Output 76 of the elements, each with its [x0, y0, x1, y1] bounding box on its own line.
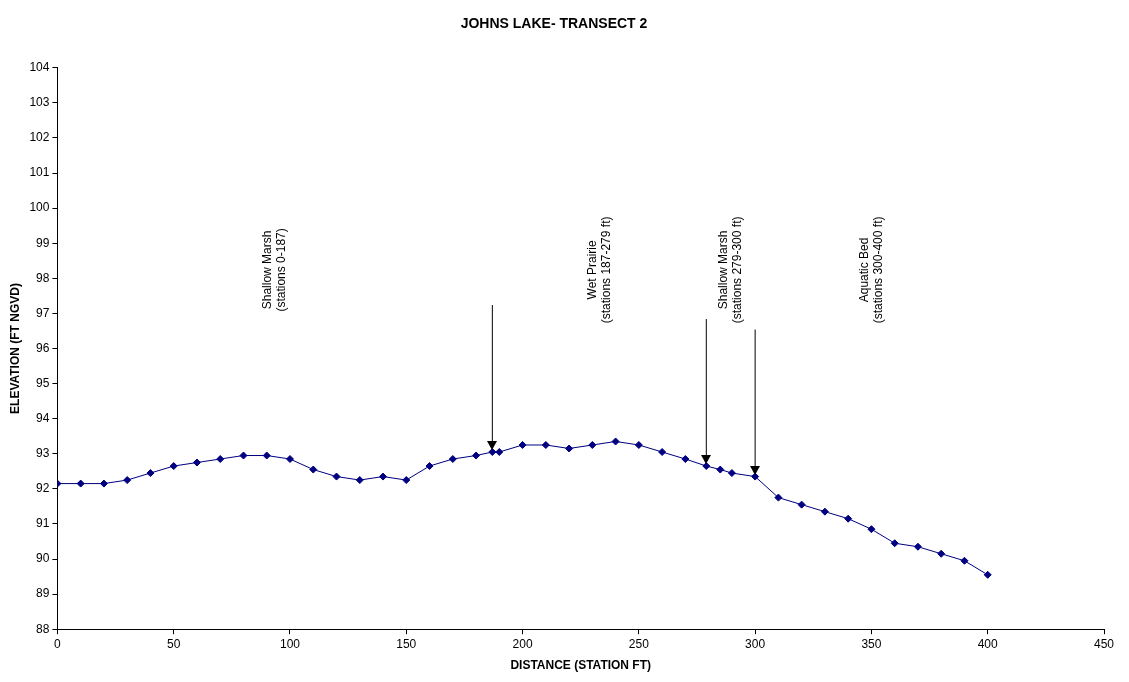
- point: [774, 493, 783, 502]
- y-tick-label: 96: [36, 340, 50, 355]
- point: [751, 472, 760, 481]
- point: [285, 455, 294, 464]
- x-tick-label: 50: [167, 636, 181, 651]
- y-tick-label: 100: [29, 200, 50, 215]
- point: [611, 437, 620, 446]
- point: [146, 469, 155, 478]
- y-tick-label: 95: [36, 375, 50, 390]
- point: [844, 514, 853, 523]
- point: [658, 448, 667, 457]
- y-tick-label: 88: [36, 621, 50, 636]
- point: [518, 440, 527, 449]
- x-tick-label: 200: [512, 636, 533, 651]
- point: [99, 479, 108, 488]
- annotation: Shallow Marsh (stations 279-300 ft): [716, 216, 745, 324]
- point: [913, 542, 922, 551]
- point: [355, 476, 364, 485]
- point: [379, 472, 388, 481]
- point: [867, 525, 876, 534]
- point: [890, 539, 899, 548]
- point: [716, 465, 725, 474]
- point: [76, 479, 85, 488]
- point: [262, 451, 271, 460]
- point: [681, 455, 690, 464]
- x-axis-title: DISTANCE (STATION FT): [510, 658, 652, 673]
- point: [239, 451, 248, 460]
- point: [702, 462, 711, 471]
- point: [448, 455, 457, 464]
- point: [495, 448, 504, 457]
- point: [425, 462, 434, 471]
- point: [472, 451, 481, 460]
- point: [797, 500, 806, 509]
- point: [727, 469, 736, 478]
- y-tick-label: 99: [36, 235, 50, 250]
- point: [937, 549, 946, 558]
- y-tick-label: 101: [29, 165, 50, 180]
- point: [983, 570, 992, 579]
- point: [332, 472, 341, 481]
- x-tick-label: 100: [279, 636, 301, 651]
- y-tick-label: 104: [29, 60, 50, 75]
- annotation: Wet Prairie (stations 187-279 ft): [584, 216, 613, 324]
- chart-title: JOHNS LAKE- TRANSECT 2: [460, 15, 648, 32]
- point: [820, 507, 829, 516]
- y-tick-label: 94: [36, 410, 50, 425]
- point: [960, 556, 969, 565]
- y-tick-label: 103: [29, 95, 50, 110]
- point: [488, 448, 497, 457]
- y-tick-label: 93: [36, 446, 50, 461]
- x-tick-label: 450: [1093, 636, 1115, 651]
- x-tick-label: 400: [977, 636, 999, 651]
- point: [565, 444, 574, 453]
- y-tick-label: 91: [36, 516, 50, 531]
- y-tick-label: 90: [36, 551, 50, 566]
- point: [216, 455, 225, 464]
- point: [634, 440, 643, 449]
- annotation: Shallow Marsh (stations 0-187): [260, 228, 289, 312]
- point: [192, 458, 201, 467]
- x-tick-label: 250: [628, 636, 650, 651]
- point: [309, 465, 318, 474]
- point: [588, 440, 597, 449]
- y-tick-label: 92: [36, 481, 50, 496]
- annotation: Aquatic Bed (stations 300-400 ft): [856, 216, 885, 324]
- x-tick-label: 350: [861, 636, 882, 651]
- y-tick-label: 89: [36, 586, 50, 601]
- point: [123, 476, 132, 485]
- point: [402, 476, 411, 485]
- x-tick-label: 150: [396, 636, 417, 651]
- point: [541, 440, 550, 449]
- y-tick-label: 102: [29, 130, 50, 145]
- y-tick-label: 98: [36, 270, 50, 285]
- point: [169, 462, 178, 471]
- x-tick-label: 0: [54, 636, 62, 651]
- y-tick-label: 97: [36, 305, 50, 320]
- y-axis-title: ELEVATION (FT NGVD): [7, 283, 22, 414]
- x-tick-label: 300: [745, 636, 766, 651]
